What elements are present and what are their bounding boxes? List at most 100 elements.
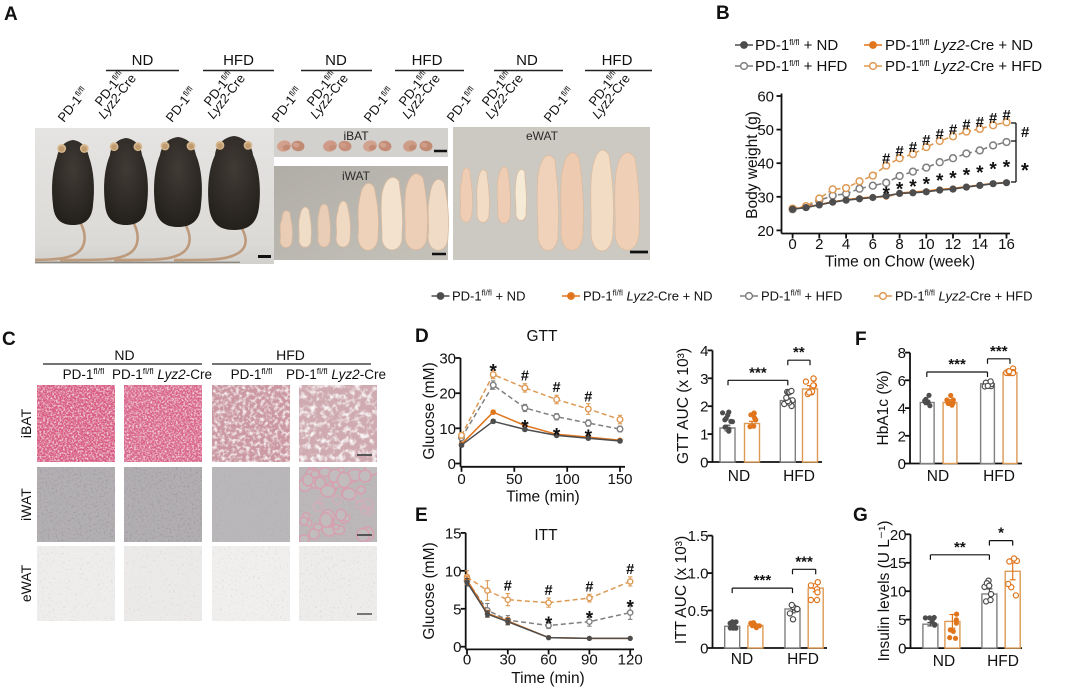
svg-text:D: D bbox=[415, 326, 429, 347]
svg-text:iWAT: iWAT bbox=[18, 488, 34, 521]
svg-text:PD-1fl/flLyz2-Cre: PD-1fl/flLyz2-Cre bbox=[299, 65, 351, 122]
svg-text:*: * bbox=[976, 163, 984, 184]
svg-text:#: # bbox=[521, 369, 529, 385]
svg-text:Glucose (mM): Glucose (mM) bbox=[421, 362, 438, 459]
svg-text:0: 0 bbox=[700, 641, 708, 658]
svg-text:ND: ND bbox=[516, 52, 538, 69]
svg-text:PD-1fl/fl + HFD: PD-1fl/fl + HFD bbox=[761, 289, 842, 304]
svg-text:#: # bbox=[976, 114, 985, 131]
svg-text:10: 10 bbox=[439, 421, 456, 438]
svg-text:**: ** bbox=[793, 344, 805, 361]
svg-text:60: 60 bbox=[757, 89, 774, 106]
svg-text:HFD: HFD bbox=[412, 52, 443, 69]
svg-text:PD-1fl/fl: PD-1fl/fl bbox=[63, 366, 105, 382]
svg-text:eWAT: eWAT bbox=[18, 564, 34, 602]
svg-text:PD-1fl/fl Lyz2-Cre: PD-1fl/fl Lyz2-Cre bbox=[112, 366, 212, 382]
svg-text:12: 12 bbox=[945, 236, 962, 253]
svg-text:**: ** bbox=[954, 539, 966, 556]
svg-text:***: *** bbox=[795, 553, 813, 570]
svg-text:#: # bbox=[553, 380, 561, 396]
svg-text:#: # bbox=[895, 143, 904, 160]
svg-text:0: 0 bbox=[463, 652, 471, 669]
svg-text:#: # bbox=[962, 117, 971, 134]
svg-text:*: * bbox=[585, 427, 593, 448]
svg-text:Insulin levels (U L⁻¹): Insulin levels (U L⁻¹) bbox=[876, 521, 893, 662]
svg-text:0: 0 bbox=[788, 236, 796, 253]
svg-text:0: 0 bbox=[457, 471, 465, 488]
svg-text:#: # bbox=[936, 126, 945, 143]
svg-text:1.5: 1.5 bbox=[688, 528, 709, 545]
svg-text:5: 5 bbox=[898, 612, 906, 629]
svg-text:PD-1fl/fl: PD-1fl/fl bbox=[269, 84, 305, 125]
svg-text:16: 16 bbox=[998, 236, 1015, 253]
svg-text:Glucose (mM): Glucose (mM) bbox=[421, 542, 438, 639]
svg-text:HFD: HFD bbox=[783, 468, 815, 485]
svg-text:0: 0 bbox=[700, 455, 708, 472]
svg-text:*: * bbox=[949, 169, 957, 190]
svg-text:50: 50 bbox=[506, 471, 523, 488]
svg-text:*: * bbox=[1003, 157, 1011, 178]
svg-text:*: * bbox=[909, 177, 917, 198]
svg-text:6: 6 bbox=[869, 236, 877, 253]
svg-text:#: # bbox=[1002, 107, 1011, 124]
svg-text:PD-1fl/fl + ND: PD-1fl/fl + ND bbox=[755, 37, 838, 54]
svg-text:4: 4 bbox=[898, 401, 906, 418]
svg-text:iWAT: iWAT bbox=[342, 169, 371, 183]
svg-text:1.0: 1.0 bbox=[688, 566, 709, 583]
svg-text:#: # bbox=[989, 110, 998, 127]
svg-text:PD-1fl/fl Lyz2-Cre + ND: PD-1fl/fl Lyz2-Cre + ND bbox=[583, 289, 713, 304]
svg-text:Time on Chow (week): Time on Chow (week) bbox=[825, 254, 975, 271]
svg-text:PD-1fl/fl Lyz2-Cre + HFD: PD-1fl/fl Lyz2-Cre + HFD bbox=[885, 58, 1042, 75]
svg-text:HFD: HFD bbox=[983, 468, 1015, 485]
svg-text:10: 10 bbox=[918, 236, 935, 253]
svg-text:*: * bbox=[923, 175, 931, 196]
svg-text:#: # bbox=[626, 562, 634, 578]
svg-text:10: 10 bbox=[445, 563, 462, 580]
svg-text:#: # bbox=[1021, 124, 1030, 141]
svg-text:6: 6 bbox=[898, 373, 906, 390]
svg-text:PD-1fl/fl + HFD: PD-1fl/fl + HFD bbox=[755, 58, 848, 75]
svg-text:ND: ND bbox=[114, 347, 134, 363]
svg-text:10: 10 bbox=[890, 584, 907, 601]
svg-text:#: # bbox=[545, 583, 553, 599]
svg-text:PD-1fl/fl Lyz2-Cre + ND: PD-1fl/fl Lyz2-Cre + ND bbox=[885, 37, 1033, 54]
svg-text:0: 0 bbox=[448, 456, 456, 473]
svg-text:Time (min): Time (min) bbox=[511, 670, 584, 687]
svg-text:ITT: ITT bbox=[534, 527, 558, 544]
svg-text:30: 30 bbox=[499, 652, 516, 669]
svg-text:***: *** bbox=[754, 572, 772, 589]
svg-text:*: * bbox=[998, 525, 1004, 542]
svg-text:PD-1fl/flLyz2-Cre: PD-1fl/flLyz2-Cre bbox=[581, 65, 633, 122]
svg-text:*: * bbox=[586, 609, 594, 630]
svg-text:PD-1fl/fl: PD-1fl/fl bbox=[163, 84, 199, 125]
svg-text:HFD: HFD bbox=[987, 653, 1019, 670]
svg-text:*: * bbox=[553, 426, 561, 447]
svg-text:*: * bbox=[626, 597, 634, 618]
svg-text:#: # bbox=[882, 151, 891, 168]
svg-text:0.5: 0.5 bbox=[688, 603, 709, 620]
svg-text:ND: ND bbox=[132, 52, 154, 69]
svg-text:15: 15 bbox=[445, 525, 462, 542]
svg-text:GTT AUC (x 10³): GTT AUC (x 10³) bbox=[675, 348, 692, 464]
svg-text:PD-1fl/fl: PD-1fl/fl bbox=[231, 366, 273, 382]
svg-text:HFD: HFD bbox=[223, 52, 254, 69]
svg-text:HbA1c (%): HbA1c (%) bbox=[875, 371, 892, 446]
svg-text:40: 40 bbox=[757, 156, 774, 173]
svg-text:150: 150 bbox=[607, 471, 632, 488]
svg-text:G: G bbox=[853, 505, 868, 526]
svg-text:20: 20 bbox=[439, 386, 456, 403]
svg-text:PD-1fl/fl: PD-1fl/fl bbox=[55, 84, 91, 125]
svg-text:20: 20 bbox=[890, 527, 907, 544]
svg-text:ND: ND bbox=[728, 468, 750, 485]
svg-text:4: 4 bbox=[700, 343, 708, 360]
svg-text:PD-1fl/flLyz2-Cre: PD-1fl/flLyz2-Cre bbox=[474, 65, 526, 122]
svg-text:PD-1fl/fl + ND: PD-1fl/fl + ND bbox=[452, 289, 525, 304]
svg-text:30: 30 bbox=[439, 351, 456, 368]
svg-text:2: 2 bbox=[898, 428, 906, 445]
svg-text:iBAT: iBAT bbox=[343, 129, 369, 143]
svg-text:3: 3 bbox=[700, 371, 708, 388]
svg-text:5: 5 bbox=[453, 601, 461, 618]
svg-text:Time (min): Time (min) bbox=[506, 489, 579, 506]
svg-text:ITT AUC (x 10³): ITT AUC (x 10³) bbox=[673, 536, 690, 644]
svg-text:iBAT: iBAT bbox=[18, 408, 34, 438]
